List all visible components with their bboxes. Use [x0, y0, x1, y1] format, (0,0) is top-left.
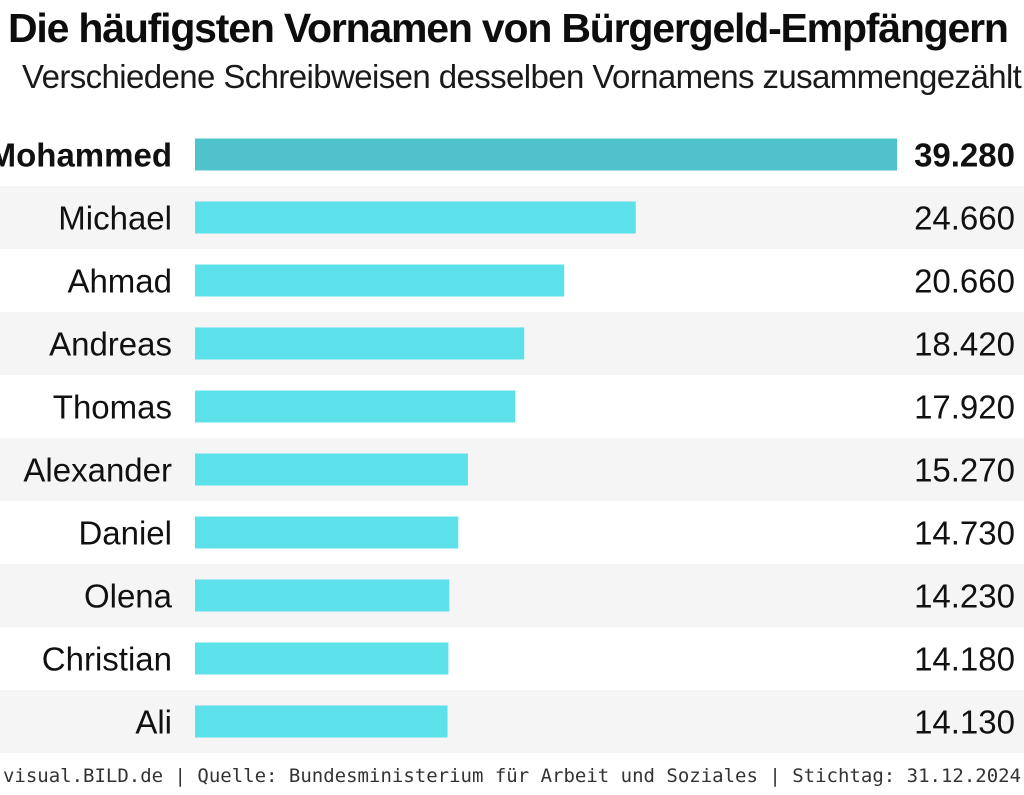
category-label: Ahmad	[67, 263, 172, 300]
row-stripe	[0, 438, 1024, 501]
value-label: 24.660	[914, 200, 1015, 237]
category-label: Ali	[135, 704, 172, 741]
value-label: 15.270	[914, 452, 1015, 489]
category-label: Andreas	[49, 326, 172, 363]
category-label: Michael	[58, 200, 172, 237]
bar-ali	[195, 705, 448, 738]
value-label: 18.420	[914, 326, 1015, 363]
category-label: Alexander	[23, 452, 172, 489]
category-label: Christian	[42, 641, 172, 678]
value-label: 17.920	[914, 389, 1015, 426]
category-label: Olena	[84, 578, 173, 615]
source-footer: visual.BILD.de | Quelle: Bundesministeri…	[2, 765, 1022, 787]
value-label: 14.180	[914, 641, 1015, 678]
value-label: 20.660	[914, 263, 1015, 300]
bar-chart: Mohammed 39.280 Michael 24.660 Ahmad 20.660 An…	[0, 137, 1024, 753]
chart-subtitle: Verschiedene Schreibweisen desselben Vor…	[22, 58, 1022, 95]
bar-alexander	[195, 453, 468, 486]
category-label: Thomas	[53, 389, 172, 426]
value-label: 14.130	[914, 704, 1015, 741]
bar-thomas	[195, 390, 516, 423]
bar-christian	[195, 642, 449, 675]
bar-andreas	[195, 327, 525, 360]
value-label: 14.230	[914, 578, 1015, 615]
bar-olena	[195, 579, 450, 612]
row-stripe	[0, 564, 1024, 627]
value-label: 14.730	[914, 515, 1015, 552]
bar-mohammed	[195, 138, 897, 171]
bar-daniel	[195, 516, 459, 549]
chart-title: Die häufigsten Vornamen von Bürgergeld-E…	[8, 5, 1009, 51]
value-label: 39.280	[914, 137, 1015, 174]
category-label: Mohammed	[0, 137, 172, 174]
category-label: Daniel	[78, 515, 172, 552]
row-stripe	[0, 690, 1024, 753]
bar-michael	[195, 201, 636, 234]
bar-ahmad	[195, 264, 565, 297]
